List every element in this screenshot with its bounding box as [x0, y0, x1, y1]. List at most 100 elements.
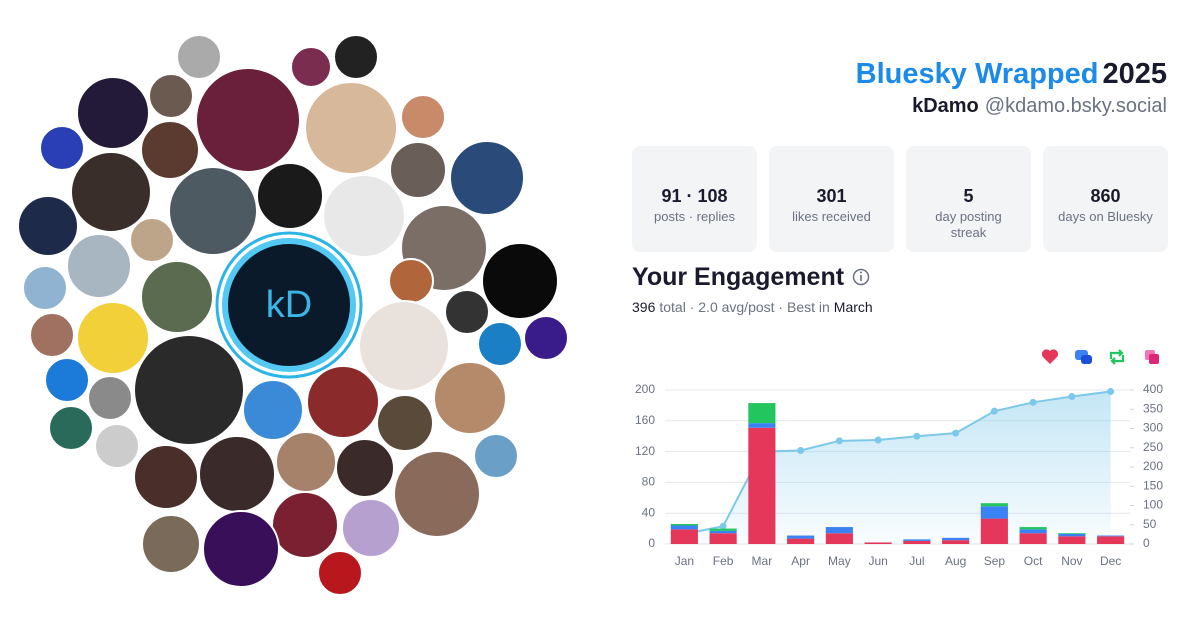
- y2-tick-label: 100: [1143, 498, 1163, 512]
- stat-card: 5 day posting streak: [906, 146, 1031, 252]
- avatar: [317, 550, 363, 596]
- bar-segment: [1019, 533, 1047, 544]
- y-tick-label: 200: [635, 382, 655, 396]
- section-title: Your Engagement: [632, 263, 845, 291]
- avatar: [271, 491, 339, 559]
- bar-segment: [709, 530, 737, 534]
- y2-tick-label: 300: [1143, 421, 1163, 435]
- legend-likes[interactable]: [1041, 349, 1059, 364]
- stat-value: 860: [1090, 186, 1121, 206]
- avatar: [333, 34, 379, 80]
- avatar: [306, 365, 380, 439]
- avatar-cluster: [17, 34, 569, 596]
- point: [952, 429, 960, 437]
- bar-segment: [864, 542, 892, 544]
- bar-segment: [748, 427, 776, 544]
- brand: Bluesky Wrapped: [855, 58, 1099, 90]
- x-tick-label: Feb: [713, 554, 734, 568]
- point: [874, 436, 882, 444]
- y-tick-label: 0: [648, 536, 655, 550]
- summary-total: 396: [632, 299, 656, 315]
- x-tick-label: Sep: [984, 554, 1006, 568]
- handle: @kdamo.bsky.social: [984, 95, 1167, 117]
- bar-segment: [1097, 536, 1125, 544]
- avatar: [48, 405, 94, 451]
- avatar: [195, 67, 301, 173]
- stat-card: 91 · 108 posts · replies: [632, 146, 757, 252]
- avatar: [140, 260, 214, 334]
- avatar: [400, 94, 446, 140]
- point: [1068, 393, 1076, 401]
- bar-segment: [980, 518, 1008, 544]
- y-tick-label: 80: [642, 475, 656, 489]
- x-tick-label: Jan: [675, 554, 694, 568]
- stat-card: 301 likes received: [769, 146, 894, 252]
- legend-quotes[interactable]: [1145, 350, 1159, 364]
- y2-tick-label: 400: [1143, 382, 1163, 396]
- avatar: [389, 141, 447, 199]
- avatar: [76, 301, 150, 375]
- bar-segment: [980, 503, 1008, 507]
- avatar: [168, 166, 258, 256]
- stat-label: days on Bluesky: [1058, 209, 1153, 224]
- bar-segment: [1019, 529, 1047, 534]
- avatar: [304, 81, 398, 175]
- avatar: [335, 438, 395, 498]
- x-tick-label: Mar: [752, 554, 773, 568]
- avatar: [202, 510, 280, 588]
- avatar: [242, 379, 304, 441]
- x-tick-label: Dec: [1100, 554, 1121, 568]
- avatar: [444, 289, 490, 335]
- engagement-chart: 0 40 80 120 160 200 0 50 100 150 200 250 300 350 400 Ja…: [635, 382, 1163, 568]
- avatar: [22, 265, 68, 311]
- legend-reposts[interactable]: [1109, 349, 1125, 365]
- avatar: [341, 498, 401, 558]
- x-tick-label: Oct: [1024, 554, 1043, 568]
- page-title: Bluesky Wrapped 2025: [856, 58, 1167, 91]
- info-icon[interactable]: [852, 268, 870, 286]
- bar-segment: [787, 535, 815, 539]
- legend-replies[interactable]: [1075, 350, 1092, 364]
- bar-segment: [748, 423, 776, 428]
- bar-segment: [670, 525, 698, 530]
- point: [719, 522, 727, 530]
- x-tick-label: Aug: [945, 554, 966, 568]
- bar-segment: [1019, 527, 1047, 530]
- y2-tick-label: 150: [1143, 478, 1163, 492]
- y2-tick-label: 200: [1143, 459, 1163, 473]
- avatar: [481, 242, 559, 320]
- y2-tick-label: 250: [1143, 440, 1163, 454]
- bar-segment: [787, 538, 815, 544]
- stat-label: posts · replies: [654, 209, 735, 224]
- avatar: [473, 433, 519, 479]
- stat-value: 91 · 108: [661, 186, 728, 206]
- bar-segment: [825, 527, 853, 534]
- avatar: [358, 300, 450, 392]
- avatar: [129, 217, 175, 263]
- avatar: [29, 312, 75, 358]
- point: [913, 432, 921, 440]
- x-tick-label: Jun: [868, 554, 887, 568]
- avatar: [76, 76, 150, 150]
- x-tick-label: Nov: [1061, 554, 1082, 568]
- x-tick-label: Jul: [909, 554, 924, 568]
- avatar-initials: kD: [266, 284, 312, 326]
- avatar: [393, 450, 481, 538]
- avatar: [17, 195, 79, 257]
- bar-segment: [903, 540, 931, 544]
- avatar: [388, 258, 434, 304]
- bar-segment: [1058, 533, 1086, 537]
- avatar: [322, 174, 406, 258]
- bar-segment: [942, 537, 970, 541]
- avatar: [133, 334, 245, 446]
- point: [835, 437, 843, 445]
- avatar: [70, 151, 152, 233]
- center-avatar: kD: [215, 231, 363, 379]
- avatar: [290, 46, 332, 88]
- avatar: [433, 361, 507, 435]
- user-line: kDamo @kdamo.bsky.social: [912, 95, 1167, 118]
- display-name: kDamo: [912, 95, 979, 117]
- y2-tick-label: 350: [1143, 401, 1163, 415]
- point: [1107, 388, 1115, 396]
